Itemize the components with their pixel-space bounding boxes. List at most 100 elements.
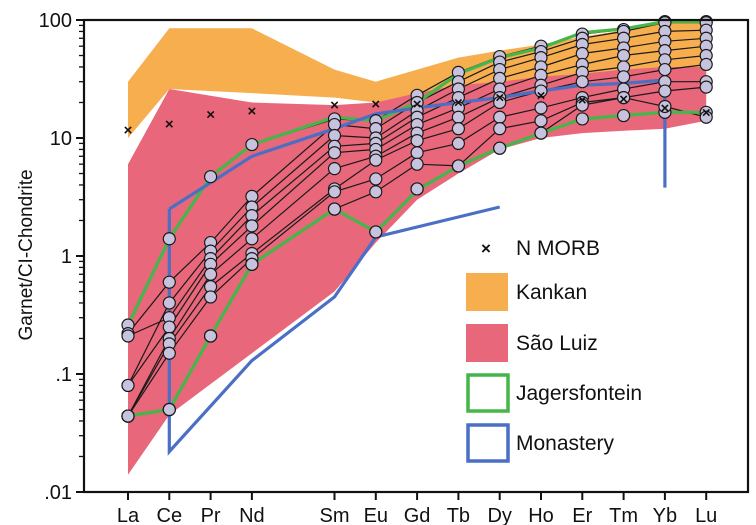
sample-point-0-2 [205, 171, 217, 183]
x-tick-label-7: Tb [447, 505, 470, 525]
sample-point-6-7 [452, 123, 464, 135]
sample-point-7-7 [452, 137, 464, 149]
sample-point-6-11 [618, 71, 630, 83]
sample-point-0-1 [163, 233, 175, 245]
nmorb-marker-1: × [165, 116, 174, 133]
sample-point-5-3 [246, 233, 258, 245]
x-tick-label-12: Yb [653, 505, 677, 525]
sample-point-8-5 [370, 186, 382, 198]
nmorb-marker-8: × [495, 90, 504, 107]
legend-item-4: Monastery [468, 425, 615, 461]
y-tick-label-2: 1 [61, 246, 72, 268]
sample-point-6-12 [659, 64, 671, 76]
sample-point-6-10 [576, 76, 588, 88]
y-tick-label-1: .1 [55, 364, 72, 386]
legend-label-2: São Luiz [516, 332, 598, 355]
sample-point-10-8 [494, 142, 506, 154]
sample-point-10-4 [329, 203, 341, 215]
nmorb-marker-11: × [619, 91, 628, 108]
plot-layers: × × × × × × × × × × × × × × [122, 16, 712, 475]
legend-label-1: Kankan [516, 281, 587, 304]
sample-point-4-4 [329, 147, 341, 159]
sample-point-8-8 [494, 123, 506, 135]
sample-point-3-10 [576, 48, 588, 60]
legend-swatch-3 [468, 375, 508, 411]
nmorb-marker-5: × [371, 96, 380, 113]
sample-point-10-1 [163, 404, 175, 416]
sample-point-7-4 [329, 186, 341, 198]
y-tick-label-3: 10 [50, 128, 72, 150]
nmorb-marker-0: × [124, 122, 133, 139]
legend-item-0: × N MORB [481, 237, 600, 260]
x-tick-label-13: Lu [695, 505, 717, 525]
nmorb-marker-7: × [454, 94, 463, 111]
sample-point-7-8 [494, 111, 506, 123]
x-tick-label-3: Nd [239, 505, 265, 525]
sample-point-5-4 [329, 163, 341, 175]
x-tick-label-2: Pr [201, 505, 221, 525]
sample-point-10-5 [370, 226, 382, 238]
sample-point-5-2 [205, 268, 217, 280]
sample-point-7-1 [163, 347, 175, 359]
sample-point-8-6 [411, 158, 423, 170]
sample-point-4-0 [122, 379, 134, 391]
nmorb-marker-13: × [702, 104, 711, 121]
x-tick-label-6: Gd [404, 505, 431, 525]
legend-label-3: Jagersfontein [516, 382, 642, 405]
x-tick-label-9: Ho [528, 505, 554, 525]
sample-point-10-9 [535, 127, 547, 139]
sample-point-10-0 [122, 410, 134, 422]
sample-point-8-12 [659, 85, 671, 97]
sample-point-10-2 [205, 330, 217, 342]
sample-point-8-9 [535, 115, 547, 127]
legend-item-2: São Luiz [466, 324, 598, 362]
sample-point-3-0 [122, 330, 134, 342]
sample-point-4-1 [163, 321, 175, 333]
x-tick-label-5: Eu [364, 505, 388, 525]
nmorb-marker-9: × [537, 87, 546, 104]
sample-point-9-11 [618, 110, 630, 122]
sample-point-10-6 [411, 183, 423, 195]
nmorb-marker-10: × [578, 92, 587, 109]
legend-swatch-4 [468, 425, 508, 461]
sample-point-4-11 [618, 50, 630, 62]
x-tick-label-11: Tm [609, 505, 638, 525]
sample-point-6-6 [411, 135, 423, 147]
nmorb-marker-12: × [661, 100, 670, 117]
y-tick-label-4: 100 [39, 10, 72, 32]
sample-point-10-3 [246, 258, 258, 270]
x-tick-label-10: Er [572, 505, 592, 525]
legend-marker-nmorb: × [481, 239, 491, 258]
sample-point-7-6 [411, 147, 423, 159]
legend-label-4: Monastery [516, 432, 615, 455]
legend-item-1: Kankan [466, 273, 587, 311]
x-tick-label-4: Sm [320, 505, 350, 525]
sample-point-2-1 [163, 297, 175, 309]
sample-point-10-7 [452, 160, 464, 172]
sample-point-5-7 [452, 111, 464, 123]
sample-point-9-10 [576, 113, 588, 125]
legend-swatch-2 [466, 324, 508, 362]
nmorb-marker-3: × [248, 103, 257, 120]
sample-point-7-2 [205, 291, 217, 303]
x-tick-label-8: Dy [487, 505, 511, 525]
legend-swatch-1 [466, 273, 508, 311]
sample-point-4-3 [246, 220, 258, 232]
sample-point-7-5 [370, 173, 382, 185]
nmorb-marker-2: × [206, 107, 215, 124]
sample-point-8-13 [700, 81, 712, 93]
legend-label-0: N MORB [516, 237, 600, 260]
nmorb-marker-4: × [330, 97, 339, 114]
y-axis-label: Garnet/CI-Chondrite [16, 169, 37, 340]
sample-point-1-1 [163, 276, 175, 288]
x-tick-label-0: La [117, 505, 140, 525]
y-tick-label-0: .01 [44, 482, 72, 504]
x-tick-label-1: Ce [157, 505, 183, 525]
nmorb-marker-6: × [413, 96, 422, 113]
sample-point-1-4 [329, 119, 341, 131]
legend-item-3: Jagersfontein [468, 375, 642, 411]
sample-point-2-4 [329, 129, 341, 141]
sample-point-6-13 [700, 58, 712, 70]
sample-point-0-3 [246, 139, 258, 151]
